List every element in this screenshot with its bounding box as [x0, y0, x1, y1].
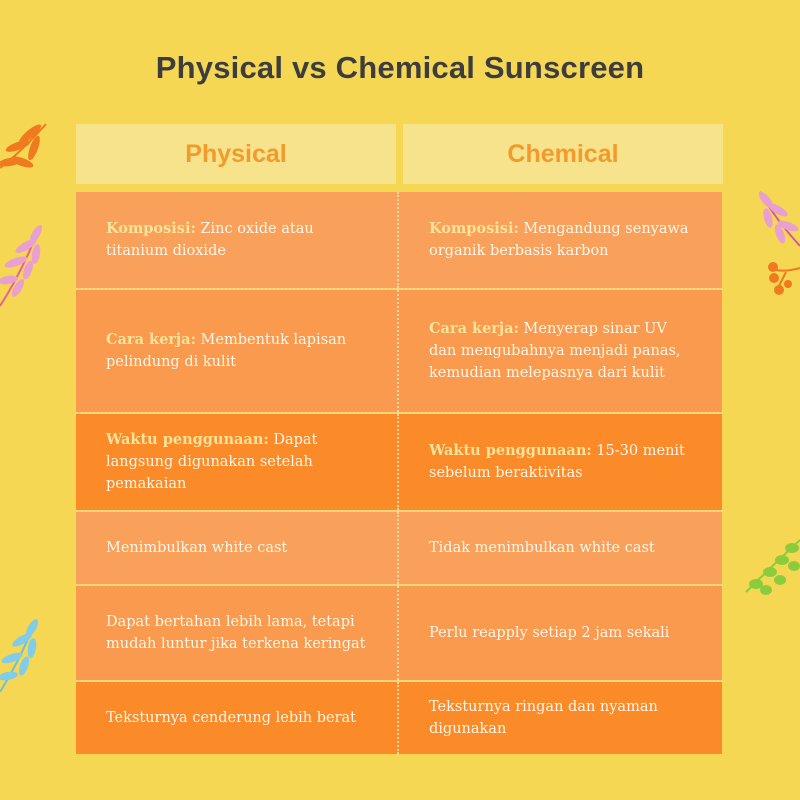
table-cell-chemical: Komposisi: Mengandung senyawa organik be… — [399, 192, 722, 288]
pink-leaf-sprig-right-icon — [758, 191, 800, 247]
cell-text: Membentuk lapisan pelindung di kulit — [106, 332, 347, 370]
cell-text: Menimbulkan white cast — [106, 540, 288, 556]
cell-text: Teksturnya ringan dan nyaman digunakan — [429, 699, 658, 737]
header-physical: Physical — [76, 124, 396, 184]
cell-text: Menyerap sinar UV dan mengubahnya menjad… — [429, 321, 681, 381]
cell-text: Dapat bertahan lebih lama, tetapi mudah … — [106, 614, 366, 652]
cell-label: Cara kerja: — [429, 320, 519, 337]
cell-label: Komposisi: — [429, 220, 519, 237]
cell-text: Teksturnya cenderung lebih berat — [106, 710, 356, 726]
table-cell-chemical: Cara kerja: Menyerap sinar UV dan mengub… — [399, 290, 722, 412]
table-row: Dapat bertahan lebih lama, tetapi mudah … — [76, 584, 723, 680]
cell-label: Waktu penggunaan: — [106, 431, 269, 448]
table-cell-physical: Komposisi: Zinc oxide atau titanium diox… — [76, 192, 399, 288]
cell-text: Perlu reapply setiap 2 jam sekali — [429, 625, 670, 641]
table-cell-chemical: Teksturnya ringan dan nyaman digunakan — [399, 682, 722, 754]
table-row: Menimbulkan white cast Tidak menimbulkan… — [76, 510, 723, 584]
table-cell-physical: Teksturnya cenderung lebih berat — [76, 682, 399, 754]
cell-text: Tidak menimbulkan white cast — [429, 540, 655, 556]
page-title: Physical vs Chemical Sunscreen — [155, 50, 645, 85]
table-cell-chemical: Tidak menimbulkan white cast — [399, 512, 722, 584]
blue-leaf-sprig-icon — [0, 619, 39, 693]
cell-label: Komposisi: — [106, 220, 196, 237]
cell-text: Mengandung senyawa organik berbasis karb… — [429, 221, 689, 259]
pink-leaf-sprig-icon — [0, 225, 43, 307]
table-cell-chemical: Perlu reapply setiap 2 jam sekali — [399, 586, 722, 680]
cell-text: Zinc oxide atau titanium dioxide — [106, 221, 314, 259]
cell-label: Cara kerja: — [106, 331, 196, 348]
comparison-table: Komposisi: Zinc oxide atau titanium diox… — [76, 192, 723, 754]
table-row: Waktu penggunaan: Dapat langsung digunak… — [76, 412, 723, 510]
header-chemical: Chemical — [403, 124, 723, 184]
table-cell-physical: Cara kerja: Membentuk lapisan pelindung … — [76, 290, 399, 412]
table-cell-physical: Menimbulkan white cast — [76, 512, 399, 584]
table-row: Komposisi: Zinc oxide atau titanium diox… — [76, 192, 723, 288]
cell-text: Dapat langsung digunakan setelah pemakai… — [106, 432, 318, 492]
table-row: Teksturnya cenderung lebih berat Tekstur… — [76, 680, 723, 754]
orange-berries-icon — [768, 262, 800, 295]
orange-leaf-sprig-icon — [0, 123, 47, 169]
cell-text: 15-30 menit sebelum beraktivitas — [429, 443, 685, 481]
table-cell-chemical: Waktu penggunaan: 15-30 menit sebelum be… — [399, 414, 722, 510]
cell-label: Waktu penggunaan: — [429, 442, 592, 459]
green-leaf-sprig-icon — [745, 539, 800, 595]
table-cell-physical: Waktu penggunaan: Dapat langsung digunak… — [76, 414, 399, 510]
table-row: Cara kerja: Membentuk lapisan pelindung … — [76, 288, 723, 412]
table-cell-physical: Dapat bertahan lebih lama, tetapi mudah … — [76, 586, 399, 680]
